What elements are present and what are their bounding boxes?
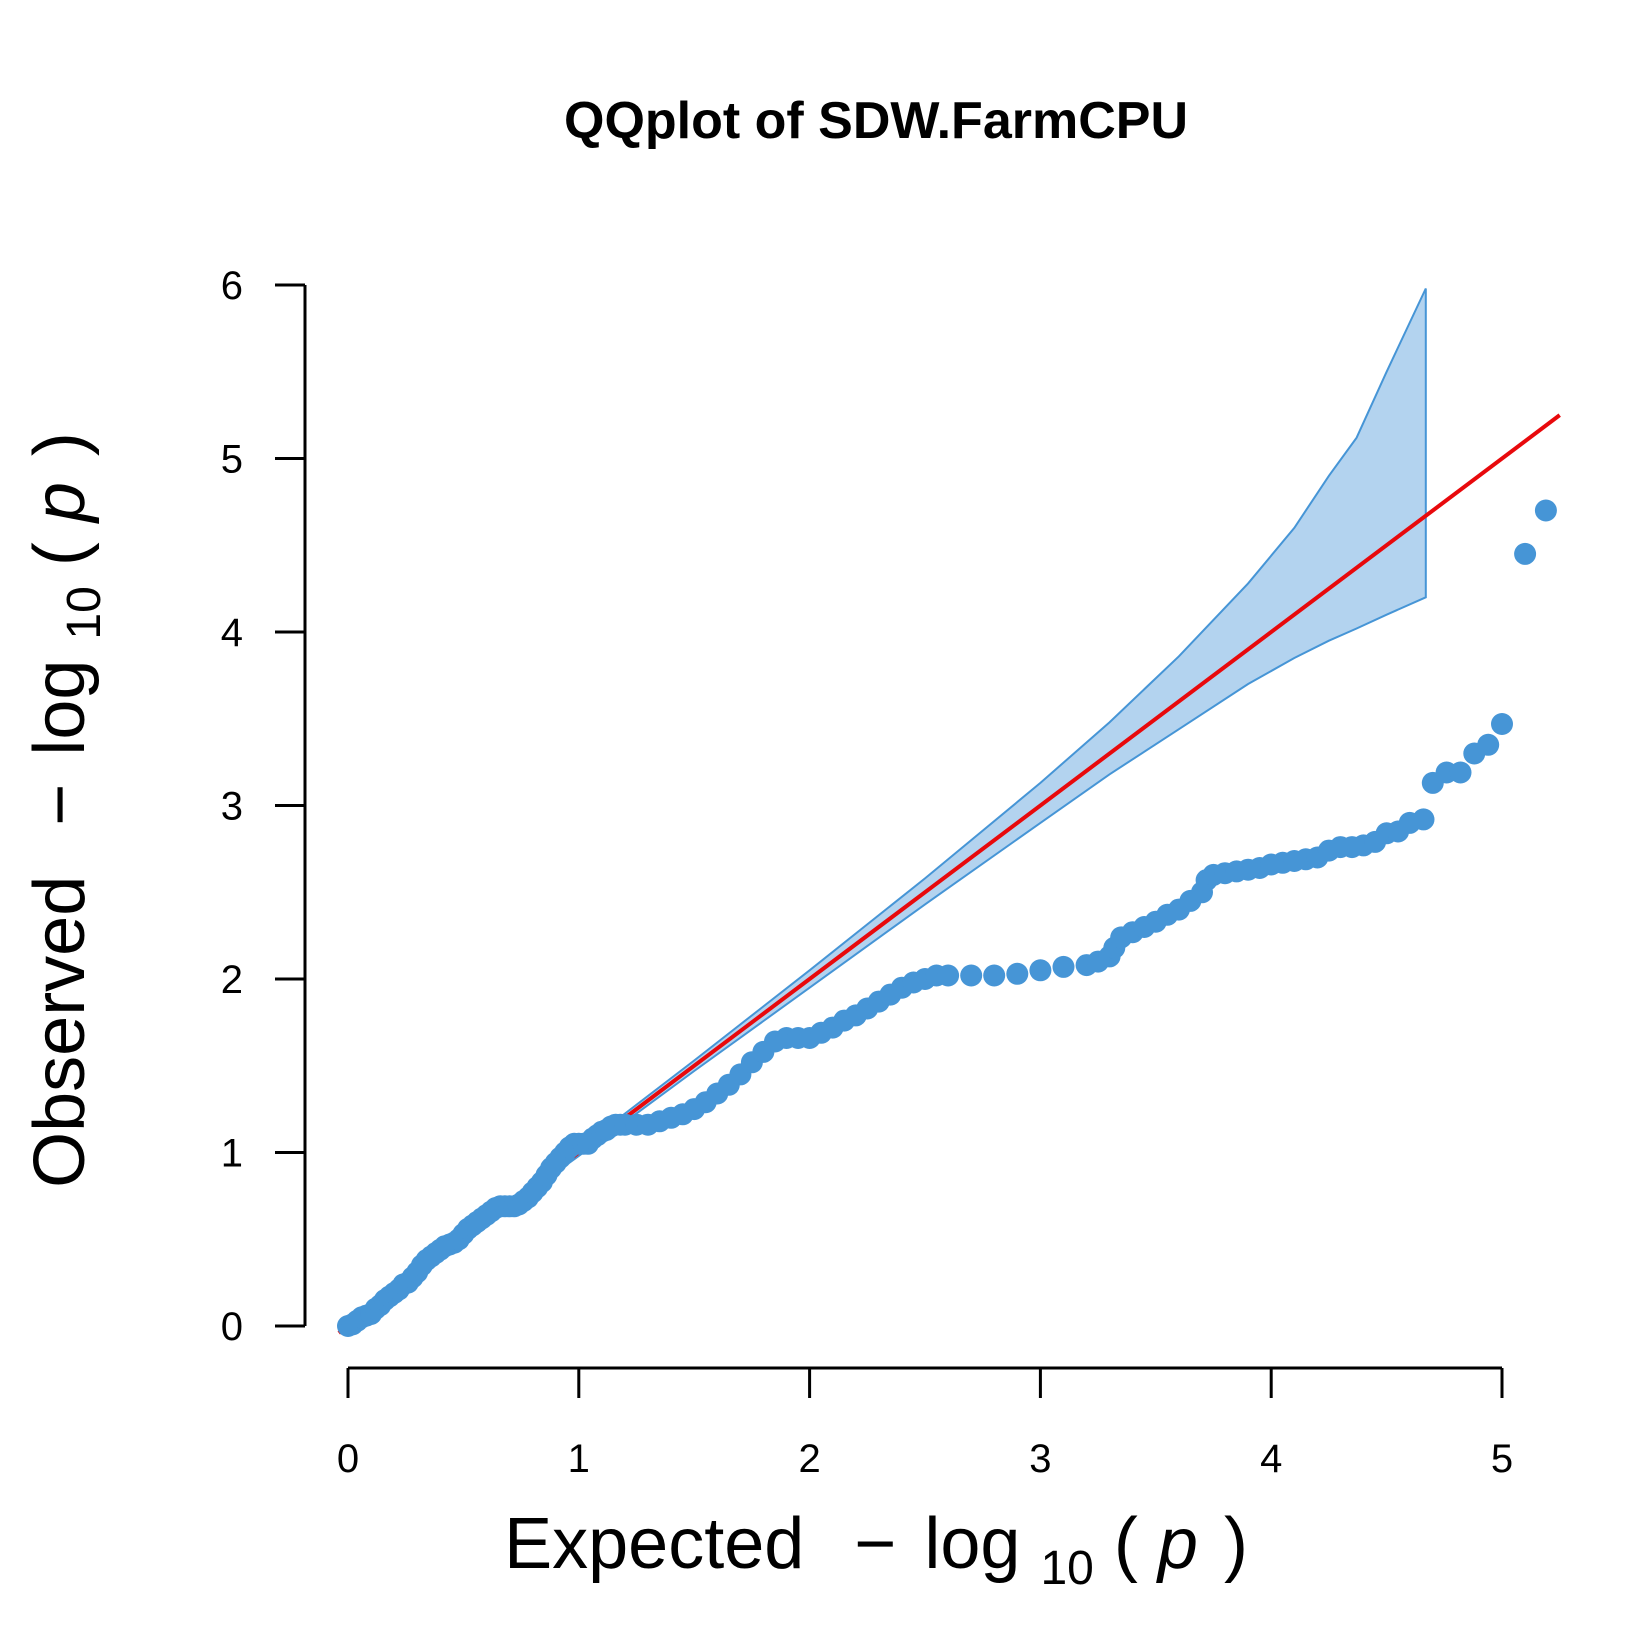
data-point: [983, 964, 1006, 987]
data-point: [1534, 499, 1557, 522]
data-point: [1029, 959, 1052, 982]
x-axis-label-sub: 10: [1040, 1542, 1093, 1595]
y-axis-label-open: (: [20, 542, 100, 566]
x-axis-label-prefix: Expected: [504, 1504, 804, 1584]
y-axis-label-log: log: [20, 660, 100, 756]
x-axis-label: Expected − log 10 ( p ): [504, 1504, 1248, 1600]
y-axis-label-prefix: Observed: [20, 876, 100, 1188]
x-axis-label-var: p: [1156, 1504, 1198, 1584]
y-axis-label: Observed − log 10 ( p ): [20, 432, 116, 1188]
y-axis-label-minus: −: [20, 784, 100, 826]
data-points: [337, 499, 1557, 1337]
chart-title: QQplot of SDW.FarmCPU: [564, 92, 1188, 150]
y-tick-label: 3: [221, 785, 243, 829]
y-axis-label-var: p: [20, 482, 100, 524]
confidence-band: [347, 288, 1427, 1327]
y-tick-label: 1: [221, 1132, 243, 1176]
x-axis-label-minus: −: [854, 1504, 896, 1584]
x-tick-label: 2: [798, 1437, 820, 1481]
y-tick-label: 4: [221, 611, 243, 655]
y-axis-label-sub: 10: [58, 586, 111, 639]
x-axis-label-close: ): [1224, 1504, 1248, 1584]
data-point: [1412, 808, 1435, 831]
x-tick-label: 3: [1029, 1437, 1051, 1481]
y-axis: 0 1 2 3 4 5 6: [221, 264, 307, 1349]
confidence-band-area: [347, 288, 1427, 1327]
y-axis-label-close: ): [20, 432, 100, 456]
data-point: [1006, 962, 1029, 985]
data-point: [1052, 955, 1075, 978]
y-tick-label: 5: [221, 438, 243, 482]
y-tick-label: 2: [221, 958, 243, 1002]
y-tick-label: 0: [221, 1305, 243, 1349]
data-point: [1514, 542, 1537, 565]
data-point: [1449, 761, 1472, 784]
x-tick-label: 1: [568, 1437, 590, 1481]
x-tick-label: 4: [1260, 1437, 1282, 1481]
x-tick-label: 0: [337, 1437, 359, 1481]
data-point: [1491, 713, 1513, 735]
x-axis-label-open: (: [1114, 1504, 1138, 1584]
x-axis-label-log: log: [924, 1504, 1020, 1584]
x-axis: 0 1 2 3 4 5: [337, 1366, 1513, 1481]
x-tick-label: 5: [1491, 1437, 1513, 1481]
data-point: [960, 964, 983, 987]
data-point: [1477, 733, 1500, 756]
y-tick-label: 6: [221, 264, 243, 308]
data-point: [937, 964, 960, 987]
